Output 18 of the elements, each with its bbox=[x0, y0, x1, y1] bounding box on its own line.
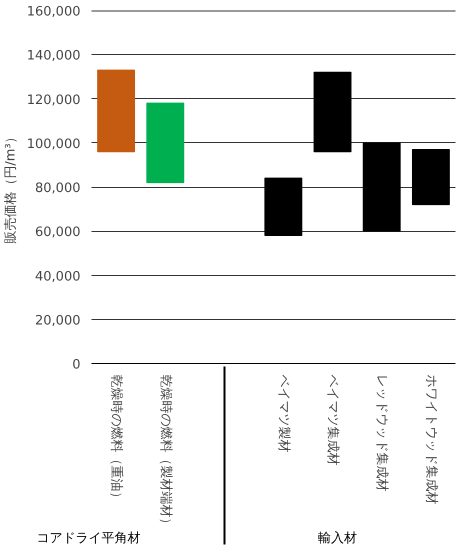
text: 輸入材 bbox=[318, 531, 358, 546]
y-tick-label: 120,000 bbox=[26, 92, 81, 108]
x-tick-label: ホワイトウッド集成材 bbox=[423, 374, 438, 504]
y-tick-label: 60,000 bbox=[35, 225, 81, 240]
y-tick-label: 160,000 bbox=[26, 4, 81, 20]
y-axis-title: 販売価格（円/m³） bbox=[4, 130, 19, 244]
y-tick-label: 40,000 bbox=[35, 269, 81, 284]
x-tick-label: 乾燥時の燃料（製材端材） bbox=[158, 374, 173, 530]
y-tick-label: 140,000 bbox=[26, 48, 81, 64]
x-tick-label: レッドウッド集成材 bbox=[374, 374, 390, 492]
x-tick-label: ベイマツ製材 bbox=[276, 374, 291, 452]
x-tick-label: ベイマツ集成材 bbox=[325, 374, 340, 466]
y-tick-label: 0 bbox=[72, 358, 81, 372]
y-tick-label: 100,000 bbox=[26, 136, 81, 152]
y-tick-label: 20,000 bbox=[35, 313, 81, 328]
y-tick-label: 80,000 bbox=[35, 181, 81, 196]
text: コアドライ平角材 bbox=[36, 531, 141, 546]
x-tick-label: 乾燥時の燃料（重油） bbox=[108, 374, 124, 504]
